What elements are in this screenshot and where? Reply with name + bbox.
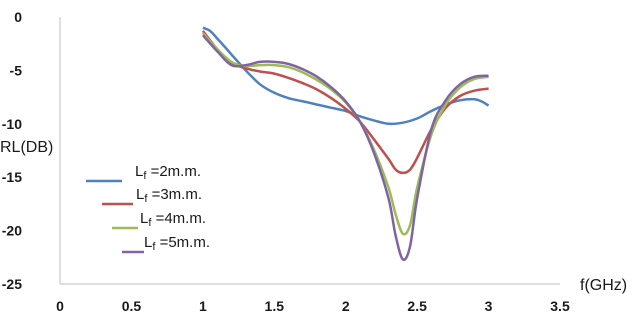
y-tick-labels: 0 -5 -10 -15 -20 -25 — [2, 9, 22, 292]
y-tick-label: -20 — [2, 223, 22, 239]
series-line-4 — [201, 34, 489, 262]
y-tick-label: 0 — [14, 9, 22, 25]
y-tick-label: -25 — [2, 276, 22, 292]
legend-label-3: Lf =4m.m. — [140, 210, 206, 229]
x-tick-label: 0.5 — [122, 298, 142, 314]
x-tick-label: 3 — [485, 298, 493, 314]
y-tick-label: -15 — [2, 169, 22, 185]
series-line-3 — [201, 32, 489, 236]
y-axis-title: RL(DB) — [0, 139, 53, 156]
legend-label-4: Lf =5m.m. — [144, 234, 210, 253]
x-tick-label: 2 — [342, 298, 350, 314]
x-axis-title: f(GHz) — [580, 277, 627, 294]
y-tick-label: -5 — [10, 62, 23, 78]
x-tick-label: 2.5 — [407, 298, 427, 314]
x-tick-label: 3.5 — [550, 298, 570, 314]
x-tick-label: 1.5 — [265, 298, 285, 314]
x-tick-labels: 0 0.5 1 1.5 2 2.5 3 3.5 — [56, 298, 570, 314]
y-tick-label: -10 — [2, 116, 22, 132]
legend: Lf =2m.m. Lf =3m.m. Lf =4m.m. Lf =5m.m. — [86, 163, 210, 254]
series-lines — [201, 26, 490, 262]
legend-label-2: Lf =3m.m. — [136, 186, 202, 205]
x-tick-label: 1 — [199, 298, 207, 314]
legend-label-1: Lf =2m.m. — [135, 163, 201, 182]
x-tick-label: 0 — [56, 298, 64, 314]
